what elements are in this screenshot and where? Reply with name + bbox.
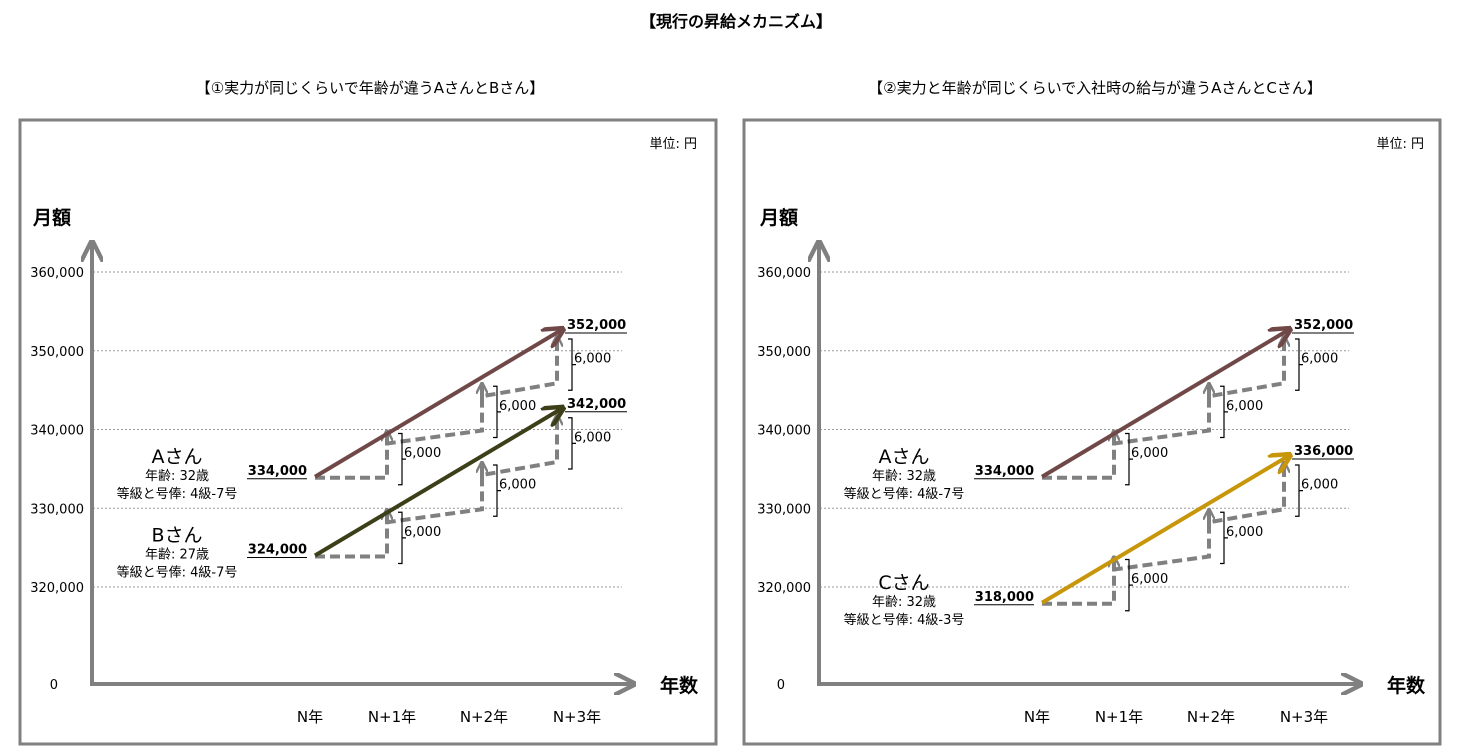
step-brace	[1295, 464, 1303, 517]
chart-title: 【②実力と年齢が同じくらいで入社時の給与が違うAさんとCさん】	[868, 79, 1322, 97]
step-path	[1042, 475, 1286, 606]
x-tick-label: N年	[1024, 708, 1050, 726]
person-info: 等級と号俸: 4級-3号	[844, 612, 965, 628]
step-label: 6,000	[1131, 446, 1168, 461]
x-tick-label: N年	[297, 708, 323, 726]
step-label: 6,000	[1301, 478, 1338, 493]
y-tick-label: 340,000	[30, 424, 84, 439]
trend-line	[1040, 329, 1290, 479]
end-value-label: 352,000	[1294, 318, 1353, 333]
step-label: 6,000	[574, 430, 611, 445]
step-brace	[1125, 558, 1133, 612]
step-label: 6,000	[1131, 572, 1168, 587]
step-brace	[1220, 511, 1228, 565]
step-path	[1042, 349, 1286, 480]
step-path	[315, 427, 559, 559]
step-brace	[1220, 385, 1228, 439]
y-tick-label-zero: 0	[50, 678, 58, 693]
y-tick-label: 330,000	[30, 502, 84, 517]
step-brace	[398, 511, 406, 565]
step-brace	[568, 338, 576, 391]
y-tick-label: 320,000	[30, 581, 84, 596]
step-brace	[398, 432, 406, 486]
person-info: 等級と号俸: 4級-7号	[117, 565, 238, 581]
y-tick-label: 330,000	[757, 502, 811, 517]
x-tick-label: N+3年	[553, 708, 601, 726]
x-tick-label: N+2年	[1187, 708, 1235, 726]
person-info: 年齢: 32歳	[872, 595, 936, 610]
trend-line	[313, 408, 563, 558]
end-value-label: 336,000	[1294, 444, 1353, 459]
y-tick-label: 350,000	[757, 345, 811, 360]
person-name: Aさん	[152, 446, 203, 468]
start-value-label: 334,000	[248, 464, 307, 479]
chart-frame	[742, 118, 1442, 746]
person-info: 年齢: 27歳	[145, 548, 209, 563]
y-axis-title: 月額	[32, 206, 71, 229]
end-value-label: 342,000	[567, 397, 626, 412]
step-brace	[1295, 338, 1303, 391]
start-value-label: 318,000	[975, 590, 1034, 605]
step-label: 6,000	[404, 446, 441, 461]
person-info: 年齢: 32歳	[145, 469, 209, 484]
step-label: 6,000	[1301, 352, 1338, 367]
person-name: Aさん	[879, 446, 930, 468]
y-tick-label: 360,000	[757, 266, 811, 281]
person-info: 年齢: 32歳	[872, 469, 936, 484]
step-label: 6,000	[499, 478, 536, 493]
y-tick-label: 360,000	[30, 266, 84, 281]
x-tick-label: N+2年	[460, 708, 508, 726]
y-tick-label-zero: 0	[777, 678, 785, 693]
page-title: 【現行の昇給メカニズム】	[639, 12, 832, 31]
start-value-label: 334,000	[975, 464, 1034, 479]
x-axis-title: 年数	[1387, 674, 1426, 697]
chart-title: 【①実力が同じくらいで年齢が違うAさんとBさん】	[196, 79, 545, 97]
y-tick-label: 340,000	[757, 424, 811, 439]
person-name: Cさん	[878, 572, 929, 594]
x-tick-label: N+1年	[1095, 708, 1143, 726]
step-label: 6,000	[1226, 399, 1263, 414]
x-tick-label: N+1年	[368, 708, 416, 726]
person-name: Bさん	[151, 525, 202, 547]
start-value-label: 324,000	[248, 543, 307, 558]
step-path	[315, 349, 559, 480]
y-tick-label: 320,000	[757, 581, 811, 596]
end-value-label: 352,000	[567, 318, 626, 333]
unit-label: 単位: 円	[1376, 136, 1424, 152]
chart-panel-2: 【②実力と年齢が同じくらいで入社時の給与が違うAさんとCさん】単位: 円月額年数…	[742, 79, 1442, 746]
trend-line	[1040, 455, 1290, 605]
x-tick-label: N+3年	[1280, 708, 1328, 726]
y-tick-label: 350,000	[30, 345, 84, 360]
step-brace	[493, 385, 501, 439]
step-brace	[568, 417, 576, 470]
y-axis-title: 月額	[759, 206, 798, 229]
person-info: 等級と号俸: 4級-7号	[844, 486, 965, 502]
chart-frame	[18, 118, 718, 746]
person-info: 等級と号俸: 4級-7号	[117, 486, 238, 502]
trend-line	[313, 329, 563, 479]
step-brace	[493, 464, 501, 517]
step-label: 6,000	[1226, 525, 1263, 540]
step-brace	[1125, 432, 1133, 486]
step-label: 6,000	[404, 525, 441, 540]
x-axis-title: 年数	[660, 674, 699, 697]
step-label: 6,000	[574, 352, 611, 367]
unit-label: 単位: 円	[649, 136, 697, 152]
step-label: 6,000	[499, 399, 536, 414]
